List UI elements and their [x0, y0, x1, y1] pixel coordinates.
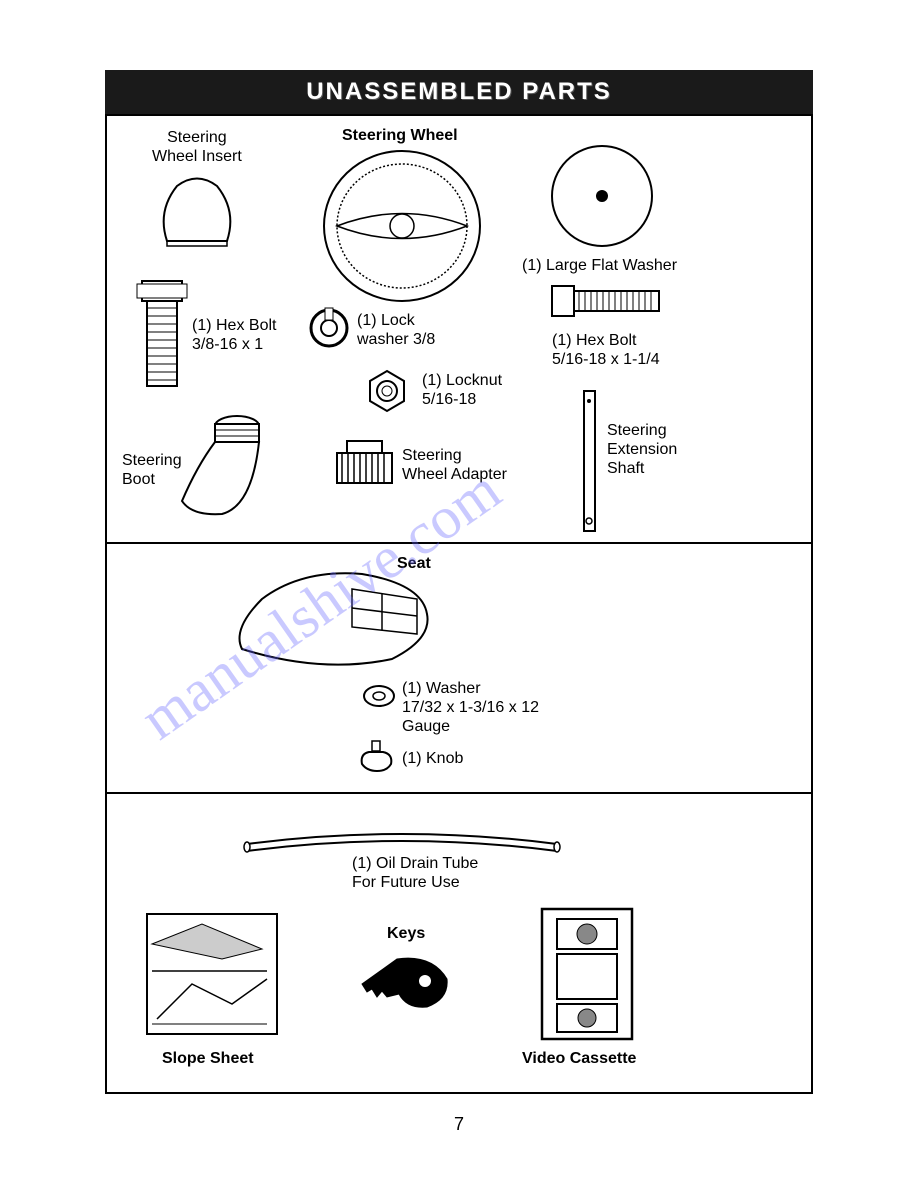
seat-icon [222, 559, 442, 679]
oil-drain-tube-icon [237, 819, 567, 859]
label-washer: (1) Washer17/32 x 1-3/16 x 12Gauge [402, 679, 539, 737]
label-steering-wheel-adapter: SteeringWheel Adapter [402, 446, 507, 484]
steering-extension-shaft-icon [577, 386, 602, 536]
panel-seat: Seat (1) Washer17/32 x 1-3/16 x 12Gauge … [105, 544, 813, 794]
page-title: UNASSEMBLED PARTS [105, 70, 813, 114]
washer-icon [362, 684, 397, 709]
panel-accessories: (1) Oil Drain TubeFor Future Use Slope S… [105, 794, 813, 1094]
label-keys: Keys [387, 924, 425, 943]
label-locknut: (1) Locknut5/16-18 [422, 371, 502, 409]
large-flat-washer-icon [547, 141, 657, 251]
steering-wheel-adapter-icon [332, 436, 397, 491]
label-steering-wheel: Steering Wheel [342, 126, 458, 145]
keys-icon [357, 949, 457, 1019]
hex-bolt-1-icon [132, 276, 192, 396]
knob-icon [357, 739, 397, 774]
label-steering-boot: SteeringBoot [122, 451, 182, 489]
label-hex-bolt-2: (1) Hex Bolt5/16-18 x 1-1/4 [552, 331, 660, 369]
locknut-icon [362, 366, 412, 416]
label-steering-ext-shaft: SteeringExtensionShaft [607, 421, 677, 479]
label-knob: (1) Knob [402, 749, 463, 768]
slope-sheet-icon [142, 909, 282, 1039]
label-video-cassette: Video Cassette [522, 1049, 636, 1068]
label-slope-sheet: Slope Sheet [162, 1049, 254, 1068]
hex-bolt-2-icon [547, 281, 667, 326]
steering-boot-icon [167, 406, 277, 526]
steering-wheel-icon [317, 146, 487, 306]
video-cassette-icon [537, 904, 637, 1044]
panel-steering: SteeringWheel Insert Steering Wheel (1) … [105, 114, 813, 544]
page-number: 7 [105, 1114, 813, 1135]
label-lock-washer: (1) Lockwasher 3/8 [357, 311, 435, 349]
steering-wheel-insert-icon [147, 171, 247, 251]
label-steering-wheel-insert: SteeringWheel Insert [152, 128, 242, 166]
label-oil-drain-tube: (1) Oil Drain TubeFor Future Use [352, 854, 478, 892]
label-large-flat-washer: (1) Large Flat Washer [522, 256, 677, 275]
lock-washer-icon [307, 306, 352, 351]
label-hex-bolt-1: (1) Hex Bolt3/8-16 x 1 [192, 316, 276, 354]
